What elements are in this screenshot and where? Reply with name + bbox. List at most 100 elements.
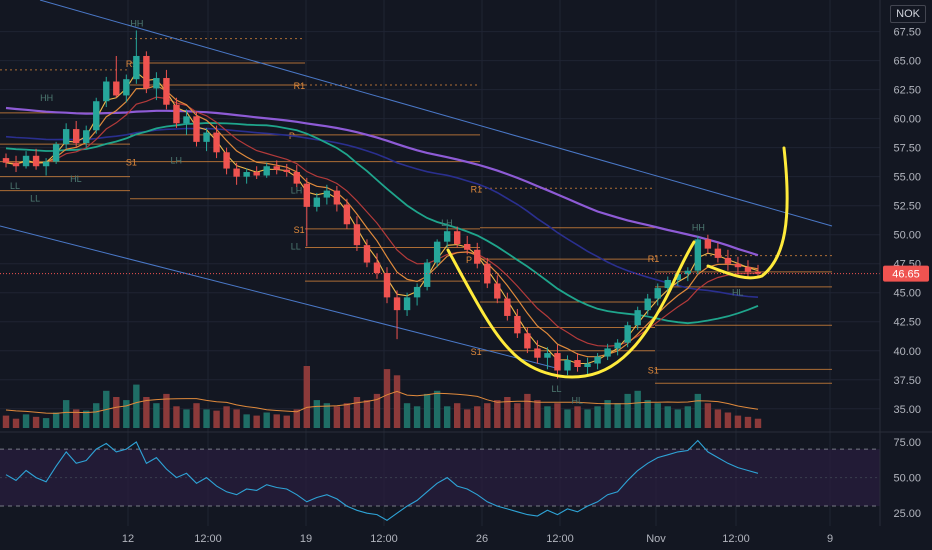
- price-tick-label: 67.50: [893, 27, 921, 39]
- volume-bar: [624, 393, 631, 428]
- swing-label: HH: [40, 93, 53, 103]
- moving-average-line: [5, 127, 759, 298]
- volume-bar: [544, 406, 551, 428]
- price-tick-label: 65.00: [893, 56, 921, 68]
- candle-body: [42, 161, 50, 167]
- volume-bar: [22, 414, 30, 428]
- last-price-label: 46.65: [892, 269, 920, 281]
- candle-body: [454, 231, 461, 244]
- candle-body: [273, 166, 280, 170]
- pivot-label: R1: [294, 81, 306, 91]
- chart-axes: 67.50 65.00 62.50 60.00 57.50 55.00 52.50 50.00…: [122, 0, 929, 545]
- price-tick-label: 57.50: [893, 143, 921, 155]
- candle-body: [624, 325, 631, 343]
- time-tick-label: 12:00: [722, 533, 750, 545]
- candle-body: [724, 257, 732, 264]
- volume-bar: [614, 403, 621, 428]
- candle-body: [283, 169, 290, 173]
- rsi-line: [5, 439, 759, 521]
- volume-bar: [454, 403, 461, 428]
- swing-label: LH: [441, 218, 453, 228]
- candle-body: [373, 262, 381, 274]
- candle-body: [654, 288, 661, 299]
- candle-body: [293, 172, 300, 184]
- time-tick-label: 12:00: [546, 533, 574, 545]
- swing-label: HL: [732, 288, 744, 298]
- volume-bar: [674, 409, 681, 428]
- symbol-badge[interactable]: NOK: [890, 5, 926, 23]
- candle-body: [744, 267, 752, 272]
- price-tick-label: 35.00: [893, 404, 921, 416]
- price-tick-label: 60.00: [893, 114, 921, 126]
- volume-bar: [183, 409, 190, 428]
- handle-breakout-curve: [706, 146, 789, 280]
- swing-label: LL: [291, 241, 301, 251]
- candle-body: [353, 224, 361, 246]
- pivot-label: P: [466, 255, 472, 265]
- candle-body: [143, 55, 150, 89]
- candle-body: [564, 360, 571, 371]
- rsi-pane: [0, 431, 932, 521]
- volume-bar: [263, 412, 270, 428]
- volume-bar: [634, 390, 641, 428]
- volume-bar: [62, 400, 70, 428]
- candle-body: [32, 155, 40, 167]
- volume-bar: [654, 403, 661, 428]
- volume-bar: [353, 397, 361, 428]
- volume-bar: [133, 384, 140, 428]
- volume-bar: [574, 406, 581, 428]
- candle-body: [343, 204, 351, 225]
- volume-bar: [243, 414, 250, 428]
- pivot-label: R1: [126, 59, 138, 69]
- volume-bar: [173, 406, 180, 428]
- swing-label: HH: [130, 18, 143, 28]
- volume-bar: [52, 412, 60, 428]
- volume-bar: [223, 406, 230, 428]
- pivot-label: R1: [648, 254, 660, 264]
- volume-average-line: [5, 390, 759, 414]
- volume-bar: [313, 400, 321, 428]
- candle-body: [423, 262, 431, 287]
- price-tick-label: 62.50: [893, 85, 921, 97]
- cup-handle-drawing: [446, 146, 789, 379]
- candle-body: [403, 297, 411, 311]
- candle-body: [594, 356, 601, 364]
- volume-bar: [393, 375, 401, 428]
- last-price-badge: [883, 265, 929, 282]
- volume-bar: [664, 406, 671, 428]
- price-tick-label: 55.00: [893, 172, 921, 184]
- swing-label: LL: [10, 181, 20, 191]
- volume-bar: [283, 415, 290, 428]
- time-tick-label: Nov: [646, 533, 666, 545]
- swing-label: LL: [30, 194, 40, 204]
- rsi-tick-label: 50.00: [893, 473, 921, 485]
- candle-body: [2, 158, 10, 163]
- candle-body: [464, 243, 471, 250]
- trend-line-upper: [39, 0, 833, 227]
- volume-bar: [213, 410, 220, 428]
- volume-bar: [403, 403, 411, 428]
- swing-label: LH: [170, 155, 182, 165]
- candle-body: [52, 144, 60, 162]
- volume-bar: [32, 416, 40, 428]
- candle-body: [544, 353, 551, 358]
- moving-average-line: [5, 71, 759, 365]
- candle-body: [153, 78, 160, 89]
- rsi-tick-label: 75.00: [893, 437, 921, 449]
- price-tick-label: 42.50: [893, 317, 921, 329]
- volume-bar: [423, 393, 431, 428]
- volume-bar: [303, 366, 310, 428]
- volume-bar: [494, 400, 501, 428]
- volume-bar: [754, 418, 762, 428]
- volume-bar: [193, 403, 200, 428]
- candle-body: [163, 78, 170, 105]
- candle-body: [12, 162, 20, 167]
- volume-bar: [383, 369, 391, 428]
- candle-body: [233, 168, 240, 177]
- volume-bar: [704, 403, 712, 428]
- candle-body: [103, 81, 110, 102]
- candle-body: [62, 129, 70, 145]
- candle-body: [474, 249, 481, 264]
- time-tick-label: 12: [122, 533, 134, 545]
